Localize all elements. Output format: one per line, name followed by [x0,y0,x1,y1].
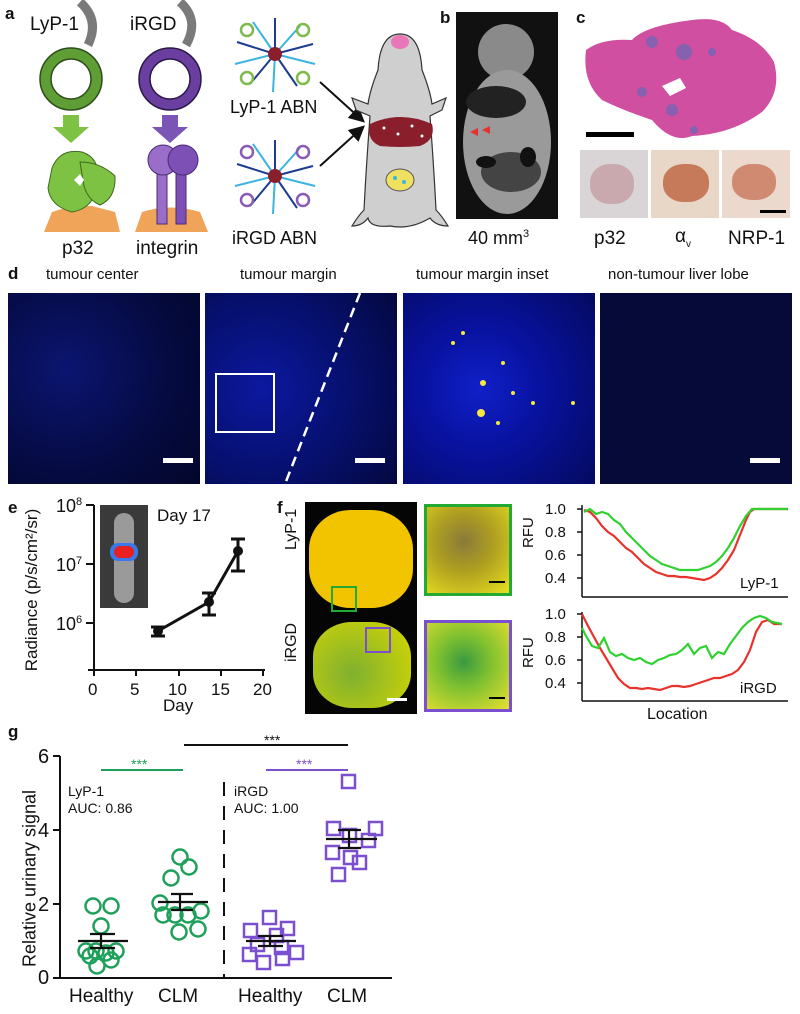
xtick-10: 10 [168,680,187,699]
scale-bar [750,458,780,463]
ytick-1e8: 108 [56,496,83,516]
mri-volume-caption: 40 mm3 [468,228,529,249]
rfu-top-ylabel: RFU [520,517,537,548]
peptide-diagram [39,0,208,232]
microscopy-title-nontumour: non-tumour liver lobe [608,266,749,283]
nanoparticle-label-lyp1: LyP-1 ABN [230,97,318,117]
radiance-x-axis-label: Day [163,696,194,715]
rfu-top-series-label: LyP-1 [740,575,779,592]
rfu-top-tick-0.8: 0.8 [545,524,566,541]
mouse-illustration [350,33,450,228]
lyp1-zoom-image [424,504,512,596]
ytick-1e6: 106 [56,614,83,634]
arrows-to-mouse [319,81,365,167]
panel-letter-d: d [8,264,19,283]
rfu-profile-lyp1 [577,505,788,598]
irgd-zoom-image [424,620,512,712]
rfu-bottom-tick-0.6: 0.6 [545,652,566,669]
microscopy-title-margin: tumour margin [240,266,337,283]
xtick-0: 0 [88,680,98,699]
day17-label: Day 17 [157,506,211,525]
row-label-lyp1: LyP-1 [283,508,300,550]
radiance-x-axis [88,669,265,676]
peptide-label-irgd: iRGD [130,14,177,35]
stain-label-nrp1: NRP-1 [728,228,786,249]
row-label-irgd: iRGD [283,622,300,662]
he-scale-bar [586,132,634,137]
rfu-bottom-tick-0.8: 0.8 [545,629,566,646]
ytick-1e7: 107 [56,555,83,575]
radiance-y-axis-label: Radiance (p/s/cm²/sr) [22,508,41,672]
microscopy-tumour-center [8,293,200,484]
peptide-label-lyp1: LyP-1 [30,14,79,35]
microscopy-title-inset: tumour margin inset [416,266,549,283]
ytick-4: 4 [38,820,50,842]
stain-label-alpha-v: αv [675,226,691,250]
xtick-15: 15 [211,680,230,699]
ytick-0: 0 [38,967,50,989]
annotation-irgd-auc: AUC: 1.00 [234,800,299,816]
irgd-roi-box [365,627,391,653]
ihc-nrp1-image [722,150,790,218]
ihc-p32-image [580,150,648,218]
he-liver-section [585,19,777,138]
rfu-top-tick-0.4: 0.4 [545,570,566,587]
rfu-profile-irgd [577,612,788,702]
nanoparticle-irgd-icon [234,140,316,215]
scale-bar [387,698,407,701]
radiance-chart [86,504,245,670]
xtick-20: 20 [253,680,272,699]
panel-letter-e: e [8,498,18,517]
nanoparticle-lyp1-icon [234,18,316,93]
fluorescence-liver-image [305,502,417,714]
ytick-6: 6 [38,746,50,768]
panel-letter-b: b [440,8,451,27]
rfu-bottom-tick-0.4: 0.4 [545,675,566,692]
panel-letter-f: f [277,498,283,517]
xcat-healthy-lyp1: Healthy [69,986,134,1007]
microscopy-non-tumour-lobe [600,293,792,484]
alpha-subscript: v [685,238,691,250]
receptor-label-p32: p32 [62,238,94,259]
xcat-clm-lyp1: CLM [158,986,199,1007]
volume-value: 40 mm [468,228,524,248]
alpha-symbol: α [675,226,686,247]
ihc-alpha-v-image [651,150,719,218]
rfu-bottom-ylabel: RFU [520,637,537,668]
ytick-2: 2 [38,894,50,916]
annotation-lyp1-auc: AUC: 0.86 [68,800,133,816]
stain-label-p32: p32 [594,228,626,249]
rfu-bottom-series-label: iRGD [740,680,777,697]
sig-stars-irgd: *** [296,756,313,772]
xcat-healthy-irgd: Healthy [238,986,303,1007]
sig-stars-lyp1: *** [131,756,148,772]
rfu-top-tick-0.6: 0.6 [545,547,566,564]
panel-letter-a: a [5,4,15,23]
annotation-lyp1: LyP-1 [68,783,105,799]
scale-bar [163,458,193,463]
urinary-scatter-plot [53,744,392,979]
day17-bioluminescence-inset [100,505,148,608]
inset-box [215,373,275,433]
xcat-clm-irgd: CLM [327,986,368,1007]
lyp1-roi-box [331,586,357,612]
panel-letter-c: c [576,8,586,27]
mri-image [456,12,558,219]
receptor-label-integrin: integrin [136,238,199,259]
microscopy-tumour-margin [205,293,397,484]
volume-unit-exponent: 3 [523,228,530,240]
sig-stars-between: *** [264,732,281,748]
microscopy-margin-inset [403,293,595,484]
rfu-top-tick-1.0: 1.0 [545,501,566,518]
annotation-irgd: iRGD [234,783,269,799]
rfu-x-axis-label: Location [647,706,708,723]
scale-bar [355,458,385,463]
panel-letter-g: g [8,722,19,741]
rfu-bottom-tick-1.0: 1.0 [545,606,566,623]
microscopy-title-center: tumour center [46,266,139,283]
nanoparticle-label-irgd: iRGD ABN [232,228,318,248]
xtick-5: 5 [130,680,140,699]
